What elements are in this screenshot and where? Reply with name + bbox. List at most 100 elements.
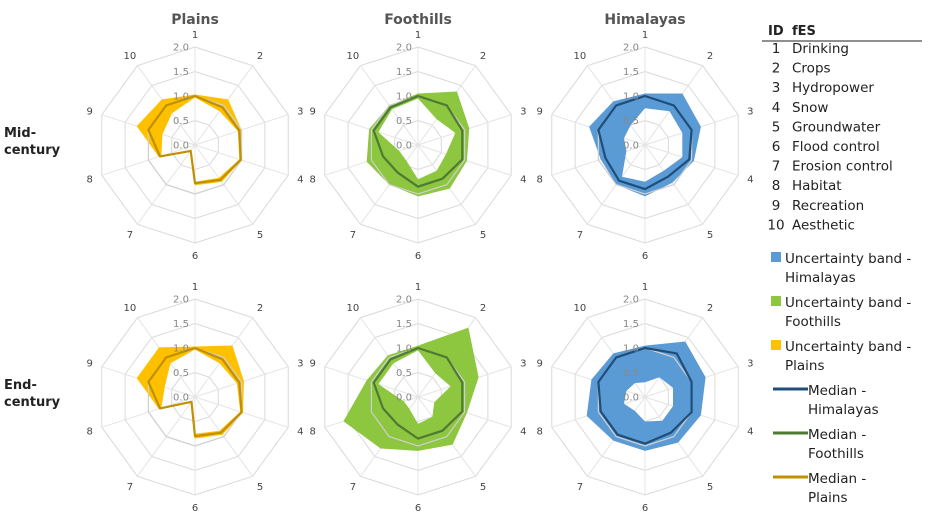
axis-label-1: 1 xyxy=(642,30,648,41)
scale-tick-label: 0.5 xyxy=(396,116,412,127)
scale-tick-label: 0.5 xyxy=(396,368,412,379)
axis-label-7: 7 xyxy=(350,230,356,241)
legend-service-8: Habitat xyxy=(792,178,842,194)
axis-label-2: 2 xyxy=(707,51,713,62)
uncertainty-band-plains xyxy=(136,94,242,186)
legend-entry-text: Plains xyxy=(808,490,848,506)
axis-label-8: 8 xyxy=(537,427,543,438)
radar-panel-himalayas-0: 0.0 0.5 1.0 1.5 2.01 2 3 4 5 6 7 8 9 10 xyxy=(537,30,754,262)
legend-swatch-band-plains xyxy=(771,340,781,350)
legend-header-id: ID xyxy=(768,24,784,39)
axis-label-2: 2 xyxy=(257,303,263,314)
scale-tick-label: 0.5 xyxy=(173,116,189,127)
scale-tick-label: 1.0 xyxy=(396,92,412,103)
scale-tick-label: 2.0 xyxy=(623,295,639,306)
axis-label-5: 5 xyxy=(480,230,486,241)
axis-label-7: 7 xyxy=(127,482,133,493)
median-line-foothills xyxy=(372,94,464,188)
legend-entry-text: Foothills xyxy=(785,314,841,330)
legend-id-4: 4 xyxy=(772,100,781,116)
axis-label-4: 4 xyxy=(297,427,303,438)
row-label-0: Mid-century xyxy=(4,126,61,158)
scale-tick-label: 0.0 xyxy=(396,393,412,404)
axis-label-7: 7 xyxy=(577,482,583,493)
legend-service-3: Hydropower xyxy=(792,80,874,96)
scale-tick-label: 2.0 xyxy=(396,295,412,306)
scale-tick-label: 1.5 xyxy=(396,319,412,330)
median-line-plains xyxy=(147,94,242,185)
axis-label-8: 8 xyxy=(87,427,93,438)
scale-tick-label: 0.0 xyxy=(173,393,189,404)
axis-label-10: 10 xyxy=(124,303,137,314)
scale-tick-label: 2.0 xyxy=(173,43,189,54)
column-title-himalayas: Himalayas xyxy=(604,12,685,28)
axis-label-10: 10 xyxy=(347,303,360,314)
uncertainty-band-foothills xyxy=(366,91,470,197)
column-title-plains: Plains xyxy=(171,12,219,28)
axis-label-4: 4 xyxy=(297,175,303,186)
axis-label-6: 6 xyxy=(642,251,648,262)
median-line-himalayas xyxy=(597,94,693,191)
legend-entry-text: Median - xyxy=(808,383,866,399)
radar-panel-foothills-0: 0.0 0.5 1.0 1.5 2.01 2 3 4 5 6 7 8 9 10 xyxy=(310,30,527,262)
scale-tick-label: 0.5 xyxy=(623,368,639,379)
legend-service-5: Groundwater xyxy=(792,119,881,135)
axis-label-9: 9 xyxy=(310,106,316,117)
reference-ring xyxy=(370,95,466,195)
legend-entry-text: Himalayas xyxy=(785,270,856,286)
axis-label-8: 8 xyxy=(310,427,316,438)
axis-label-2: 2 xyxy=(707,303,713,314)
axis-label-5: 5 xyxy=(480,482,486,493)
uncertainty-band-himalayas xyxy=(589,93,701,197)
axis-label-4: 4 xyxy=(747,175,753,186)
legend-id-6: 6 xyxy=(772,139,781,155)
axis-label-8: 8 xyxy=(310,175,316,186)
scale-tick-label: 1.0 xyxy=(173,344,189,355)
legend-entry-text: Uncertainty band - xyxy=(785,251,911,267)
axis-label-1: 1 xyxy=(415,282,421,293)
legend-id-10: 10 xyxy=(767,217,784,233)
axis-label-3: 3 xyxy=(520,106,526,117)
legend-entry-text: Uncertainty band - xyxy=(785,339,911,355)
legend-id-5: 5 xyxy=(772,119,781,135)
axis-label-4: 4 xyxy=(520,427,526,438)
legend: ID fES 1 Drinking 2 Crops 3 Hydropower 4 Snow 5 Gro… xyxy=(762,24,922,506)
scale-tick-label: 2.0 xyxy=(396,43,412,54)
row-label-1: End-century xyxy=(4,378,61,410)
median-line-himalayas xyxy=(597,346,693,445)
legend-swatch-band-himalayas xyxy=(771,252,781,262)
axis-label-7: 7 xyxy=(350,482,356,493)
scale-tick-label: 0.5 xyxy=(173,368,189,379)
axis-label-6: 6 xyxy=(415,251,421,262)
legend-service-2: Crops xyxy=(792,61,831,77)
legend-header-fes: fES xyxy=(792,24,816,39)
scale-tick-label: 1.0 xyxy=(173,92,189,103)
scale-tick-label: 0.0 xyxy=(173,141,189,152)
scale-tick-label: 1.0 xyxy=(623,92,639,103)
scale-tick-label: 1.5 xyxy=(396,67,412,78)
axis-label-5: 5 xyxy=(257,230,263,241)
column-title-foothills: Foothills xyxy=(384,12,452,28)
axis-label-10: 10 xyxy=(124,51,137,62)
axis-label-7: 7 xyxy=(127,230,133,241)
axis-label-1: 1 xyxy=(642,282,648,293)
axis-label-4: 4 xyxy=(747,427,753,438)
legend-entry-text: Himalayas xyxy=(808,402,879,418)
scale-tick-label: 1.5 xyxy=(173,319,189,330)
axis-label-7: 7 xyxy=(577,230,583,241)
scale-tick-label: 0.0 xyxy=(396,141,412,152)
axis-label-5: 5 xyxy=(707,482,713,493)
axis-label-8: 8 xyxy=(537,175,543,186)
legend-entry-text: Median - xyxy=(808,427,866,443)
legend-id-3: 3 xyxy=(772,80,781,96)
scale-tick-label: 1.5 xyxy=(623,319,639,330)
scale-tick-label: 2.0 xyxy=(173,295,189,306)
legend-entry-text: Foothills xyxy=(808,446,864,462)
uncertainty-band-himalayas xyxy=(586,341,706,451)
scale-tick-label: 1.5 xyxy=(623,67,639,78)
scale-tick-label: 2.0 xyxy=(623,43,639,54)
scale-tick-label: 0.0 xyxy=(623,141,639,152)
axis-label-3: 3 xyxy=(297,106,303,117)
axis-label-2: 2 xyxy=(480,303,486,314)
legend-entry-text: Uncertainty band - xyxy=(785,295,911,311)
